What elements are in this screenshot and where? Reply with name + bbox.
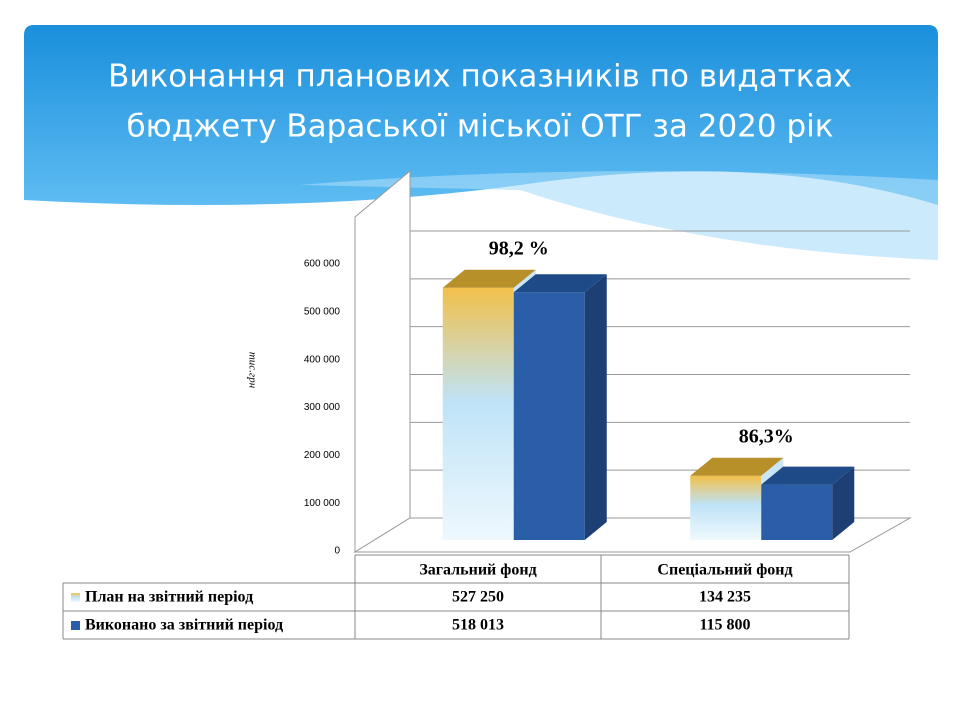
bar [513, 274, 607, 540]
table-grid [62, 554, 850, 640]
bar-top [690, 457, 784, 476]
y-tick-label: 600 000 [304, 259, 341, 270]
bar-top [513, 274, 607, 293]
y-tick-label: 400 000 [304, 354, 341, 365]
table-value: 527 250 [452, 589, 504, 606]
bar-top [761, 466, 855, 485]
title-line-1: Виконання планових показників по видатка… [108, 59, 852, 95]
bar-front [442, 287, 514, 540]
y-tick-label: 0 [334, 546, 340, 557]
side-wall [354, 169, 411, 553]
annotation: 98,2 % [489, 237, 549, 259]
bar-side [584, 274, 607, 540]
bar-front [513, 292, 585, 540]
bar-front [690, 475, 762, 540]
bar-front [761, 484, 833, 540]
legend-swatch [71, 593, 80, 602]
bar-side [832, 466, 855, 540]
legend-swatch [71, 621, 80, 630]
title-line-2: бюджету Вараської міської ОТГ за 2020 рі… [127, 109, 834, 145]
y-tick-label: 300 000 [304, 402, 341, 413]
bar-top [442, 269, 536, 288]
title-banner [24, 25, 938, 205]
table-value: 115 800 [699, 617, 750, 634]
table-header: Загальний фонд [419, 562, 536, 579]
table-header: Спеціальний фонд [657, 562, 792, 579]
y-tick-label: 500 000 [304, 306, 341, 317]
table-value: 134 235 [699, 589, 751, 606]
banner-wave [300, 171, 938, 260]
legend-label: План на звітний період [85, 589, 253, 606]
y-tick-label: 100 000 [304, 498, 341, 509]
bar [761, 466, 855, 540]
y-axis-label: тис.грн [246, 352, 258, 389]
legend-label: Виконано за звітний період [85, 617, 283, 634]
annotation: 86,3% [739, 425, 794, 447]
table-value: 518 013 [452, 617, 504, 634]
y-tick-label: 200 000 [304, 450, 341, 461]
